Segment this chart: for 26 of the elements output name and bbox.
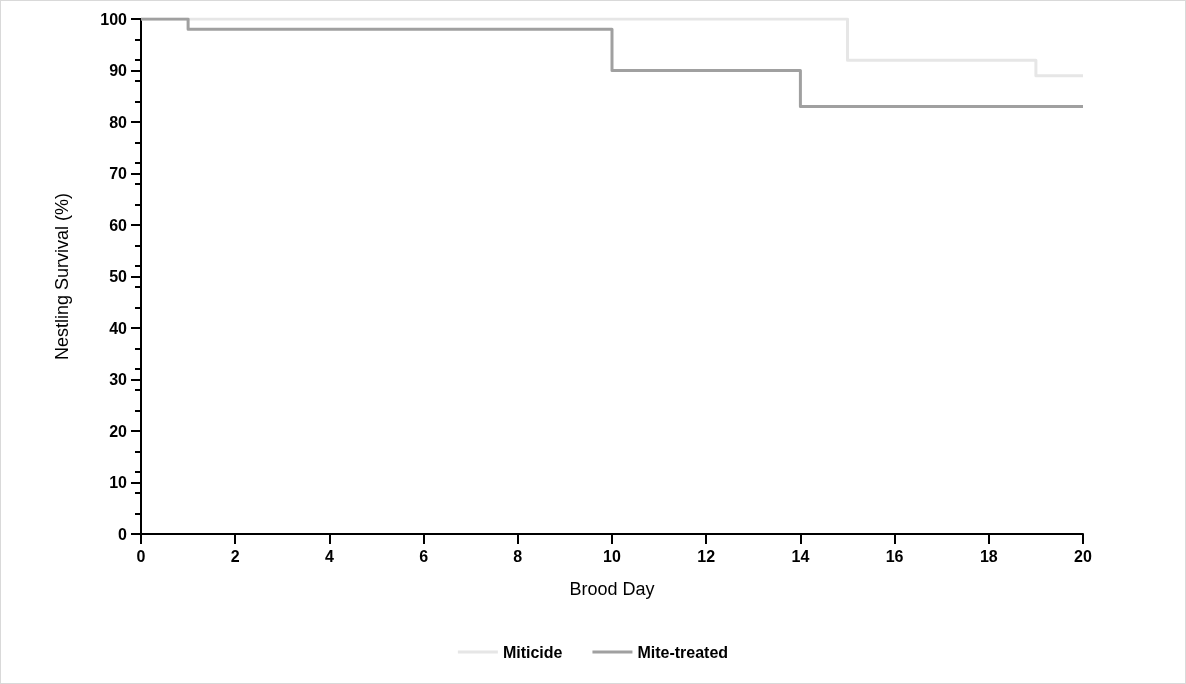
y-tick-label: 10: [109, 474, 128, 491]
y-tick-label: 50: [109, 268, 128, 285]
y-tick-label: 30: [109, 371, 128, 388]
y-tick-label: 0: [118, 525, 128, 543]
x-tick-label: 14: [791, 547, 810, 565]
x-tick-label: 2: [230, 547, 240, 565]
legend-label: Mite-treated: [637, 643, 729, 661]
x-tick-label: 0: [136, 547, 146, 565]
x-axis-title: Brood Day: [569, 579, 655, 599]
x-tick-label: 16: [885, 547, 904, 565]
y-tick-label: 40: [109, 319, 128, 337]
y-tick-label: 60: [109, 216, 128, 234]
y-tick-label: 80: [109, 113, 128, 131]
x-tick-label: 6: [419, 547, 429, 565]
x-tick-label: 12: [697, 547, 716, 565]
y-tick-label: 70: [109, 165, 128, 182]
x-tick-label: 8: [513, 547, 523, 565]
x-tick-label: 4: [324, 547, 334, 565]
y-tick-label: 100: [100, 10, 128, 28]
y-tick-label: 90: [109, 62, 128, 79]
x-tick-label: 10: [603, 547, 621, 565]
x-tick-label: 18: [979, 547, 998, 565]
legend-label: Miticide: [502, 643, 563, 661]
y-axis-title: Nestling Survival (%): [52, 192, 72, 361]
x-tick-label: 20: [1074, 547, 1092, 565]
y-tick-label: 20: [109, 422, 128, 440]
